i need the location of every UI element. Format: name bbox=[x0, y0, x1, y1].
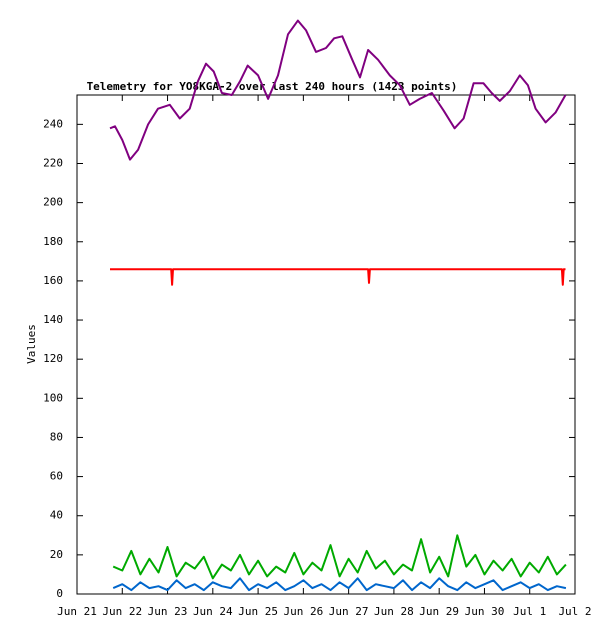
y-axis-label: Values bbox=[25, 324, 38, 364]
plot-border bbox=[76, 94, 576, 595]
x-tick-label: Jun 29 bbox=[419, 605, 459, 618]
y-tick-label: 120 bbox=[43, 352, 63, 365]
y-tick-label: 180 bbox=[43, 235, 63, 248]
y-tick-label: 0 bbox=[56, 587, 63, 600]
x-tick-label: Jun 26 bbox=[283, 605, 323, 618]
series-line bbox=[109, 19, 567, 161]
y-tick-label: 140 bbox=[43, 313, 63, 326]
x-tick-label: Jun 27 bbox=[329, 605, 369, 618]
y-tick-label: 40 bbox=[50, 509, 63, 522]
chart-title: Telemetry for YO8KGA-2 over last 240 hou… bbox=[87, 80, 458, 93]
x-tick-label: Jul 1 bbox=[513, 605, 546, 618]
x-tick-label: Jun 24 bbox=[193, 605, 233, 618]
series-line bbox=[110, 268, 566, 286]
y-tick-label: 20 bbox=[50, 548, 63, 561]
series-line bbox=[112, 534, 567, 580]
y-tick-label: 100 bbox=[43, 391, 63, 404]
series-line bbox=[112, 577, 567, 592]
x-tick-label: Jul 2 bbox=[558, 605, 591, 618]
x-tick-label: Jun 21 bbox=[57, 605, 97, 618]
y-tick-label: 80 bbox=[50, 430, 63, 443]
y-tick-label: 160 bbox=[43, 274, 63, 287]
y-tick-label: 240 bbox=[43, 117, 63, 130]
y-tick-label: 60 bbox=[50, 470, 63, 483]
y-tick-label: 200 bbox=[43, 196, 63, 209]
x-tick-label: Jun 22 bbox=[102, 605, 142, 618]
x-tick-label: Jun 30 bbox=[465, 605, 505, 618]
x-tick-label: Jun 25 bbox=[238, 605, 278, 618]
x-tick-label: Jun 28 bbox=[374, 605, 414, 618]
y-tick-label: 220 bbox=[43, 156, 63, 169]
x-tick-label: Jun 23 bbox=[148, 605, 188, 618]
